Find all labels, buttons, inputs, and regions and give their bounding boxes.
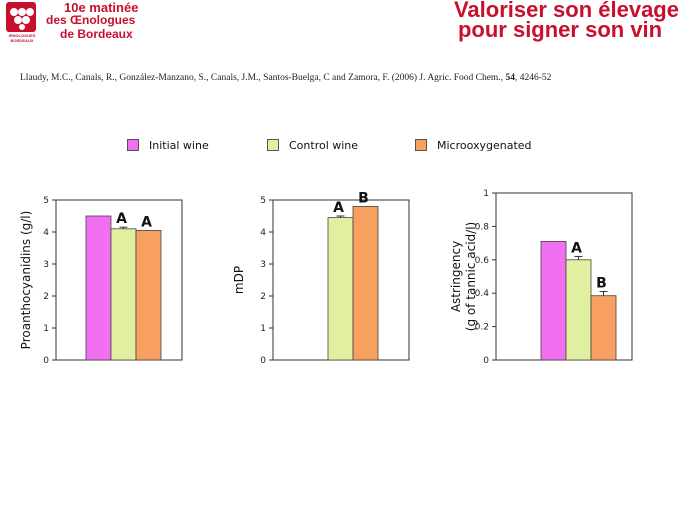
y-tick-label: 4 (260, 228, 266, 238)
slide-title-line-1: Valoriser son élevage (453, 0, 679, 22)
astringency-chart: 0 0.2 0.4 0.6 0.8 1 A B Astringency (g of tannic … (449, 189, 633, 366)
bar-control-wine (327, 217, 354, 361)
y-tick-label: 1 (483, 189, 489, 199)
logo-grape-5 (22, 16, 30, 24)
y-tick-label: 5 (260, 196, 266, 206)
citation: Llaudy, M.C., Canals, R., González-Manza… (20, 73, 551, 83)
y-tick-label: 0 (43, 356, 49, 366)
y-axis-label-line-1: Astringency (449, 241, 463, 312)
bar-microoxygenated (135, 230, 162, 361)
significance-label-control-wine: A (571, 240, 582, 256)
y-tick-label: 0.2 (475, 323, 489, 333)
y-tick-label: 4 (43, 228, 49, 238)
slide-title: Valoriser son élevage pour signer son vi… (453, 0, 679, 42)
legend-label-microoxygenated: Microoxygenated (437, 138, 532, 152)
y-tick-label: 0.4 (475, 289, 490, 299)
legend-label-initial-wine: Initial wine (149, 138, 209, 152)
legend-label-control-wine: Control wine (289, 138, 359, 152)
legend-item-control-wine: Control wine (267, 136, 358, 154)
bar-microoxygenated (352, 205, 379, 361)
citation-volume: 54 (505, 73, 515, 83)
y-axis-label: mDP (232, 266, 246, 294)
y-tick-label: 2 (260, 292, 266, 302)
y-tick-label: 5 (43, 196, 49, 206)
y-tick-label: 0 (260, 356, 266, 366)
significance-label-control-wine: A (116, 211, 127, 227)
bar-initial-wine (540, 241, 567, 361)
significance-label-microoxygenated: B (596, 276, 607, 292)
logo-grape-3 (26, 8, 34, 16)
logo-line-2: des Œnologues (46, 13, 136, 27)
bar-microoxygenated (590, 295, 617, 361)
significance-label-microoxygenated: B (358, 190, 369, 206)
legend-item-initial-wine: Initial wine (127, 136, 209, 154)
logo-grape-4 (14, 16, 22, 24)
bar-control-wine (110, 228, 137, 361)
citation-authors: Llaudy, M.C., Canals, R., González-Manza… (20, 73, 506, 83)
chart-legend: Initial wine Control wine Microoxygenate… (0, 136, 689, 156)
logo-line-3: de Bordeaux (60, 27, 133, 41)
slide-title-line-2: pour signer son vin (457, 17, 663, 42)
significance-label-microoxygenated: A (141, 214, 152, 230)
legend-swatch-control-wine (267, 139, 279, 151)
y-axis-label-line-2: (g of tannic acid/l) (464, 222, 478, 331)
proanthocyanidins-chart: 0 1 2 3 4 5 A A Proanthocyanidins (g/l) (19, 196, 183, 366)
logo-badge-text: ŒNOLOGUES BORDEAUX (8, 33, 36, 43)
legend-swatch-microoxygenated (415, 139, 427, 151)
citation-pages: , 4246-52 (514, 73, 552, 83)
y-tick-label: 0 (483, 356, 489, 366)
y-tick-label: 3 (43, 260, 49, 270)
significance-label-control-wine: A (333, 200, 344, 216)
y-tick-label: 1 (260, 324, 266, 334)
logo-grape-2 (18, 8, 26, 16)
y-tick-label: 0.6 (475, 256, 490, 266)
legend-swatch-initial-wine (127, 139, 139, 151)
y-tick-label: 1 (43, 324, 49, 334)
logo-grape-6 (19, 24, 25, 30)
logo-grape-1 (10, 8, 18, 16)
y-axis-label: Proanthocyanidins (g/l) (19, 211, 33, 350)
bar-initial-wine (85, 215, 112, 361)
y-tick-label: 0.8 (475, 222, 490, 232)
logo-emblem-icon (6, 2, 36, 32)
y-tick-label: 3 (260, 260, 266, 270)
y-tick-label: 2 (43, 292, 49, 302)
bar-control-wine (565, 259, 592, 361)
oenologues-logo: ŒNOLOGUES BORDEAUX 10e matinée des Œnolo… (0, 0, 140, 44)
legend-item-microoxygenated: Microoxygenated (415, 136, 532, 154)
logo-line-1: 10e matinée (64, 0, 139, 15)
